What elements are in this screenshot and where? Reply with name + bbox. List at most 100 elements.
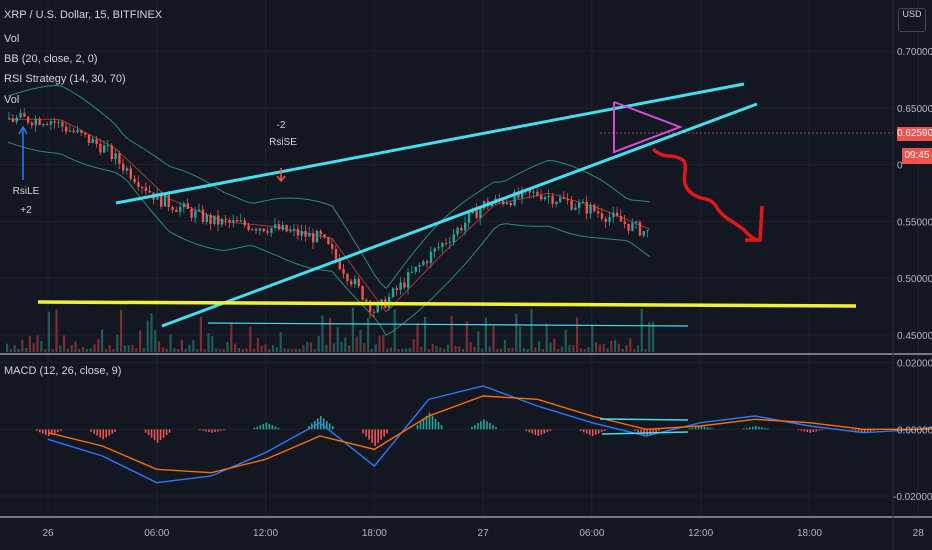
volume-bar [302,345,305,352]
candle-body [87,134,91,143]
macd-histogram-bar [537,429,540,436]
volume-bar [549,342,552,352]
candle-body [8,118,11,120]
volume-bar [450,316,453,352]
macd-histogram-bar [869,429,872,432]
candle-body [346,273,349,281]
volume-bar [211,336,214,352]
volume-bar [507,348,510,352]
candle-body [589,204,592,214]
volume-bar [579,348,582,352]
macd-histogram-bar [368,429,370,440]
volume-bar [610,340,613,352]
volume-bar [298,348,301,352]
volume-bar [70,345,73,352]
macd-histogram-bar [700,426,703,430]
macd-histogram-bar [39,429,41,433]
volume-bar [139,330,142,352]
volume-bar [180,339,183,352]
macd-histogram-bar [474,424,476,430]
volume-bar [538,341,541,352]
macd-histogram-bar [214,429,216,433]
candle-body [445,242,448,244]
macd-histogram-bar [96,429,98,436]
time-tick-label: 28 [913,528,925,539]
macd-histogram-bar [582,429,585,433]
macd-histogram-bar [649,429,651,435]
macd-histogram-bar [746,427,748,430]
candle-body [612,212,615,218]
volume-bar [154,330,157,352]
macd-histogram-bar [362,429,364,434]
candle-body [608,217,611,222]
volume-bar [207,333,210,352]
candle-body [403,282,406,288]
volume-bar [260,346,263,352]
candle-body [179,207,182,212]
volume-bar [169,334,172,352]
volume-legend-2[interactable]: Vol [4,94,20,106]
currency-selector[interactable]: USD [898,8,926,32]
macd-legend[interactable]: MACD (12, 26, close, 9) [4,365,122,377]
volume-bar [123,345,126,352]
candle-body [509,202,512,206]
candle-body [426,261,429,264]
volume-bar [245,348,248,352]
rsi-strategy-legend[interactable]: RSI Strategy (14, 30, 70) [4,73,126,85]
macd-histogram-bar [111,429,113,434]
volume-bar [336,327,339,352]
macd-histogram-bar [866,429,869,433]
macd-histogram-bar [712,428,715,430]
volume-bar [534,347,537,352]
volume-bar [215,348,218,352]
time-tick-label: 26 [42,528,54,539]
volume-bar [127,345,130,352]
macd-histogram-bar [90,429,92,432]
macd-histogram-bar [691,427,694,430]
macd-histogram-bar [419,422,422,430]
candle-body [53,121,56,123]
macd-histogram-bar [256,426,259,430]
volume-bar [477,331,480,352]
candle-body [251,229,254,231]
macd-histogram-bar [147,429,150,436]
symbol-title[interactable]: XRP / U.S. Dollar, 15, BITFINEX [4,9,163,21]
macd-histogram-bar [803,429,806,432]
macd-histogram-bar [425,415,428,430]
macd-histogram-bar [930,429,932,430]
macd-histogram-bar [42,429,44,434]
candle-body [289,230,292,232]
volume-bar [272,344,275,352]
volume-bar [146,320,149,352]
volume-bar [382,335,385,352]
candle-body [76,130,79,133]
candle-body [467,212,471,223]
macd-histogram-bar [594,429,597,435]
candle-body [11,118,15,122]
volume-bar [572,345,575,352]
macd-histogram-bar [265,422,268,430]
volume-bar [636,345,639,352]
volume-legend[interactable]: Vol [4,33,20,45]
candle-body [262,228,265,232]
volume-bar [63,335,66,352]
macd-histogram-bar [486,421,488,430]
buy-signal-value: +2 [20,205,32,216]
candle-body [452,234,455,243]
volume-bar [120,309,123,352]
buy-signal-arrow [18,125,28,180]
volume-bar [617,343,620,352]
volume-bar [287,348,290,352]
candle-body [68,130,72,132]
candle-body [464,222,467,231]
candle-body [190,208,193,218]
macd-histogram-bar [764,427,766,430]
current-price-tag: 0.62590 [897,127,932,141]
bollinger-legend[interactable]: BB (20, close, 2, 0) [4,53,98,65]
volume-bar [165,348,168,352]
volume-bar [142,348,145,352]
macd-histogram-bar [812,429,815,433]
macd-histogram-bar [93,429,95,434]
sell-signal-label: RsiSE [269,137,297,148]
